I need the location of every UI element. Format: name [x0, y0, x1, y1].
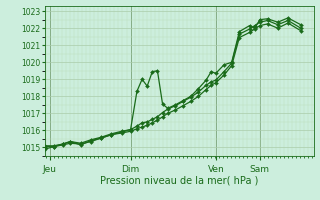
- X-axis label: Pression niveau de la mer( hPa ): Pression niveau de la mer( hPa ): [100, 175, 258, 185]
